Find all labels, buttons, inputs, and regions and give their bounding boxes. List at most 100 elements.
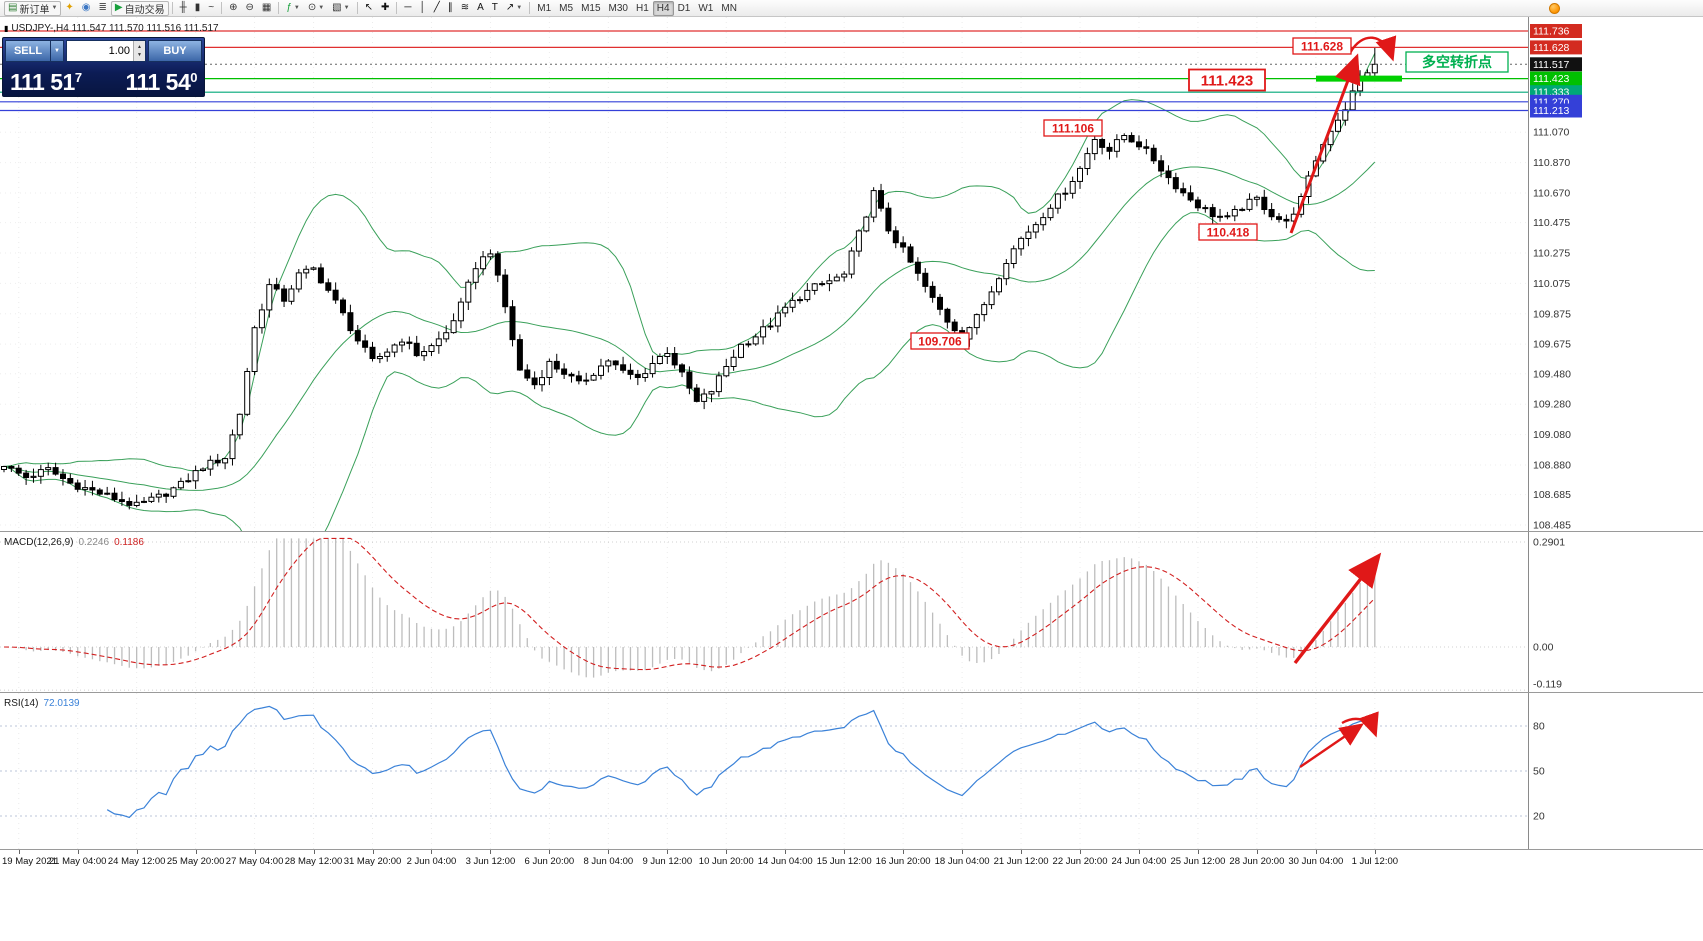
tile-windows-icon-button[interactable]: ▦: [258, 1, 275, 16]
timeframe-h1-button[interactable]: H1: [632, 1, 653, 16]
time-label: 15 Jun 12:00: [816, 856, 872, 867]
text-icon-button[interactable]: A: [473, 1, 488, 16]
bollinger-middle-band[interactable]: [3, 161, 1376, 491]
timeframe-w1-button-label: W1: [698, 2, 714, 14]
sell-options-caret[interactable]: ▼: [51, 40, 64, 62]
timeframe-w1-button[interactable]: W1: [694, 1, 717, 16]
autotrade-glyph: ▶: [114, 2, 123, 13]
time-label: 16 Jun 20:00: [875, 856, 931, 867]
time-tick: [726, 850, 728, 854]
rsi-canvas[interactable]: 80 50 20: [0, 693, 1703, 850]
arrows-icon-glyph: ↗: [505, 2, 515, 13]
period-icon-glyph: ⊙: [307, 2, 317, 13]
time-tick: [962, 850, 964, 854]
zoom-out-icon-button[interactable]: ⊖: [241, 1, 257, 16]
svg-text:108.880: 108.880: [1533, 460, 1571, 472]
rsi-header: RSI(14) 72.0139: [4, 698, 80, 709]
fibonacci-icon-button[interactable]: ≋: [457, 1, 473, 16]
time-tick: [77, 850, 79, 854]
price-annotation[interactable]: 109.706: [910, 332, 970, 350]
timeframe-m15-button[interactable]: M15: [577, 1, 604, 16]
toolbar-separator: [171, 2, 173, 14]
market-watch-icon-button[interactable]: ≣: [95, 1, 111, 16]
price-annotation[interactable]: 111.106: [1043, 119, 1103, 137]
vertical-line-icon-button[interactable]: │: [415, 1, 429, 16]
drawn-arrow[interactable]: [1348, 35, 1397, 62]
timeframe-d1-button[interactable]: D1: [674, 1, 695, 16]
label-icon-button[interactable]: T: [488, 1, 502, 16]
horizontal-line-icon-button[interactable]: ─: [400, 1, 415, 16]
cursor-icon-button[interactable]: ↖: [361, 1, 377, 16]
macd-axis[interactable]: 0.2901 0.00 -0.119: [1528, 532, 1566, 693]
arrows-icon-button[interactable]: ↗ ▼: [502, 1, 526, 16]
time-label: 6 Jun 20:00: [524, 856, 575, 867]
indicators-icon-button[interactable]: ƒ ▼: [282, 1, 304, 16]
drawn-arrow[interactable]: [1341, 711, 1379, 738]
time-tick: [254, 850, 256, 854]
crosshair-icon-button[interactable]: ✚: [377, 1, 393, 16]
timeframe-h4-button[interactable]: H4: [652, 0, 674, 16]
timeframe-m30-button[interactable]: M30: [605, 1, 632, 16]
template-icon-button[interactable]: ▧ ▼: [328, 1, 353, 16]
autotrade-button[interactable]: ▶ 自动交易: [110, 0, 169, 16]
buy-button[interactable]: BUY: [148, 40, 202, 62]
line-chart-icon-button[interactable]: ~: [204, 1, 218, 16]
cursor-icon-glyph: ↖: [364, 2, 373, 13]
macd-canvas[interactable]: 0.2901 0.00 -0.119: [0, 532, 1703, 693]
price-axis[interactable]: 111.736111.628111.517111.423111.333111.2…: [1528, 17, 1583, 531]
channel-icon-button[interactable]: ∥: [444, 1, 457, 16]
bollinger-upper-band[interactable]: [3, 53, 1376, 472]
rsi-axis[interactable]: 80 50 20: [1528, 693, 1545, 850]
price-annotation[interactable]: 110.418: [1198, 223, 1258, 241]
timeframe-mn-button[interactable]: MN: [717, 1, 741, 16]
time-tick: [1256, 850, 1258, 854]
svg-text:111.628: 111.628: [1301, 39, 1343, 53]
rsi-value: 72.0139: [43, 698, 80, 709]
new-order-glyph: ▤: [8, 2, 18, 13]
svg-text:20: 20: [1533, 811, 1545, 823]
chevron-down-icon: ▼: [343, 5, 350, 11]
drawn-arrow[interactable]: [1289, 53, 1361, 234]
time-tick: [1138, 850, 1140, 854]
trendline-icon-button[interactable]: ╱: [430, 1, 444, 16]
symbol-info: ▮ USDJPY-,H4 111.547 111.570 111.516 111.…: [4, 23, 219, 34]
timeframe-m5-button[interactable]: M5: [555, 1, 577, 16]
period-icon-button[interactable]: ⊙ ▼: [304, 1, 328, 16]
macd-main-value: 0.2246: [78, 537, 110, 548]
rsi-panel: 80 50 20 RSI(14) 72.0139: [0, 692, 1703, 850]
bar-chart-icon-button[interactable]: ╫: [176, 1, 191, 16]
main-chart-canvas[interactable]: 111.628 111.423 111.106 110.418 109.706 多空转折点…: [0, 17, 1703, 531]
drawn-arrow[interactable]: [1299, 723, 1364, 768]
price-annotation[interactable]: 多空转折点: [1405, 51, 1509, 73]
time-axis[interactable]: 19 May 2021 21 May 04:00 24 May 12:00 25 Ma…: [0, 849, 1703, 875]
new-order-button-label: 新订单: [19, 4, 50, 16]
candlestick-series: [1, 47, 1378, 510]
svg-text:111.106: 111.106: [1052, 121, 1094, 135]
svg-text:110.418: 110.418: [1207, 225, 1250, 239]
macd-signal-line: [3, 537, 1376, 671]
time-tick: [1021, 850, 1023, 854]
macd-signal-value: 0.1186: [114, 537, 144, 548]
price-annotation[interactable]: 111.628: [1292, 37, 1352, 55]
candlestick-icon-button[interactable]: ▮: [191, 1, 205, 16]
svg-text:80: 80: [1533, 721, 1545, 733]
toolbar-separator: [356, 2, 358, 14]
sell-button[interactable]: SELL: [5, 40, 51, 62]
time-label: 25 May 20:00: [166, 856, 225, 867]
timeframe-m1-button[interactable]: M1: [533, 1, 555, 16]
main-chart-panel: 111.628 111.423 111.106 110.418 109.706 多空转折点…: [0, 17, 1703, 531]
new-order-button[interactable]: ▤ 新订单 ▼: [4, 0, 62, 16]
time-label: 30 Jun 04:00: [1288, 856, 1344, 867]
price-annotation[interactable]: 111.423: [1188, 68, 1266, 92]
fibonacci-icon-glyph: ≋: [460, 2, 470, 13]
line-chart-icon-glyph: ~: [208, 2, 215, 13]
drawn-arrow[interactable]: [1293, 552, 1382, 665]
zoom-in-icon-button[interactable]: ⊕: [225, 1, 241, 16]
volume-stepper[interactable]: ▲ ▼: [133, 41, 145, 61]
svg-text:109.675: 109.675: [1533, 339, 1571, 351]
alerts-icon-button[interactable]: ✦: [61, 1, 77, 16]
volume-input[interactable]: 1.00 ▲ ▼: [66, 40, 146, 62]
community-icon-button[interactable]: ◉: [78, 1, 95, 16]
timeframe-m30-button-label: M30: [608, 2, 628, 14]
macd-name: MACD(12,26,9): [4, 537, 74, 548]
